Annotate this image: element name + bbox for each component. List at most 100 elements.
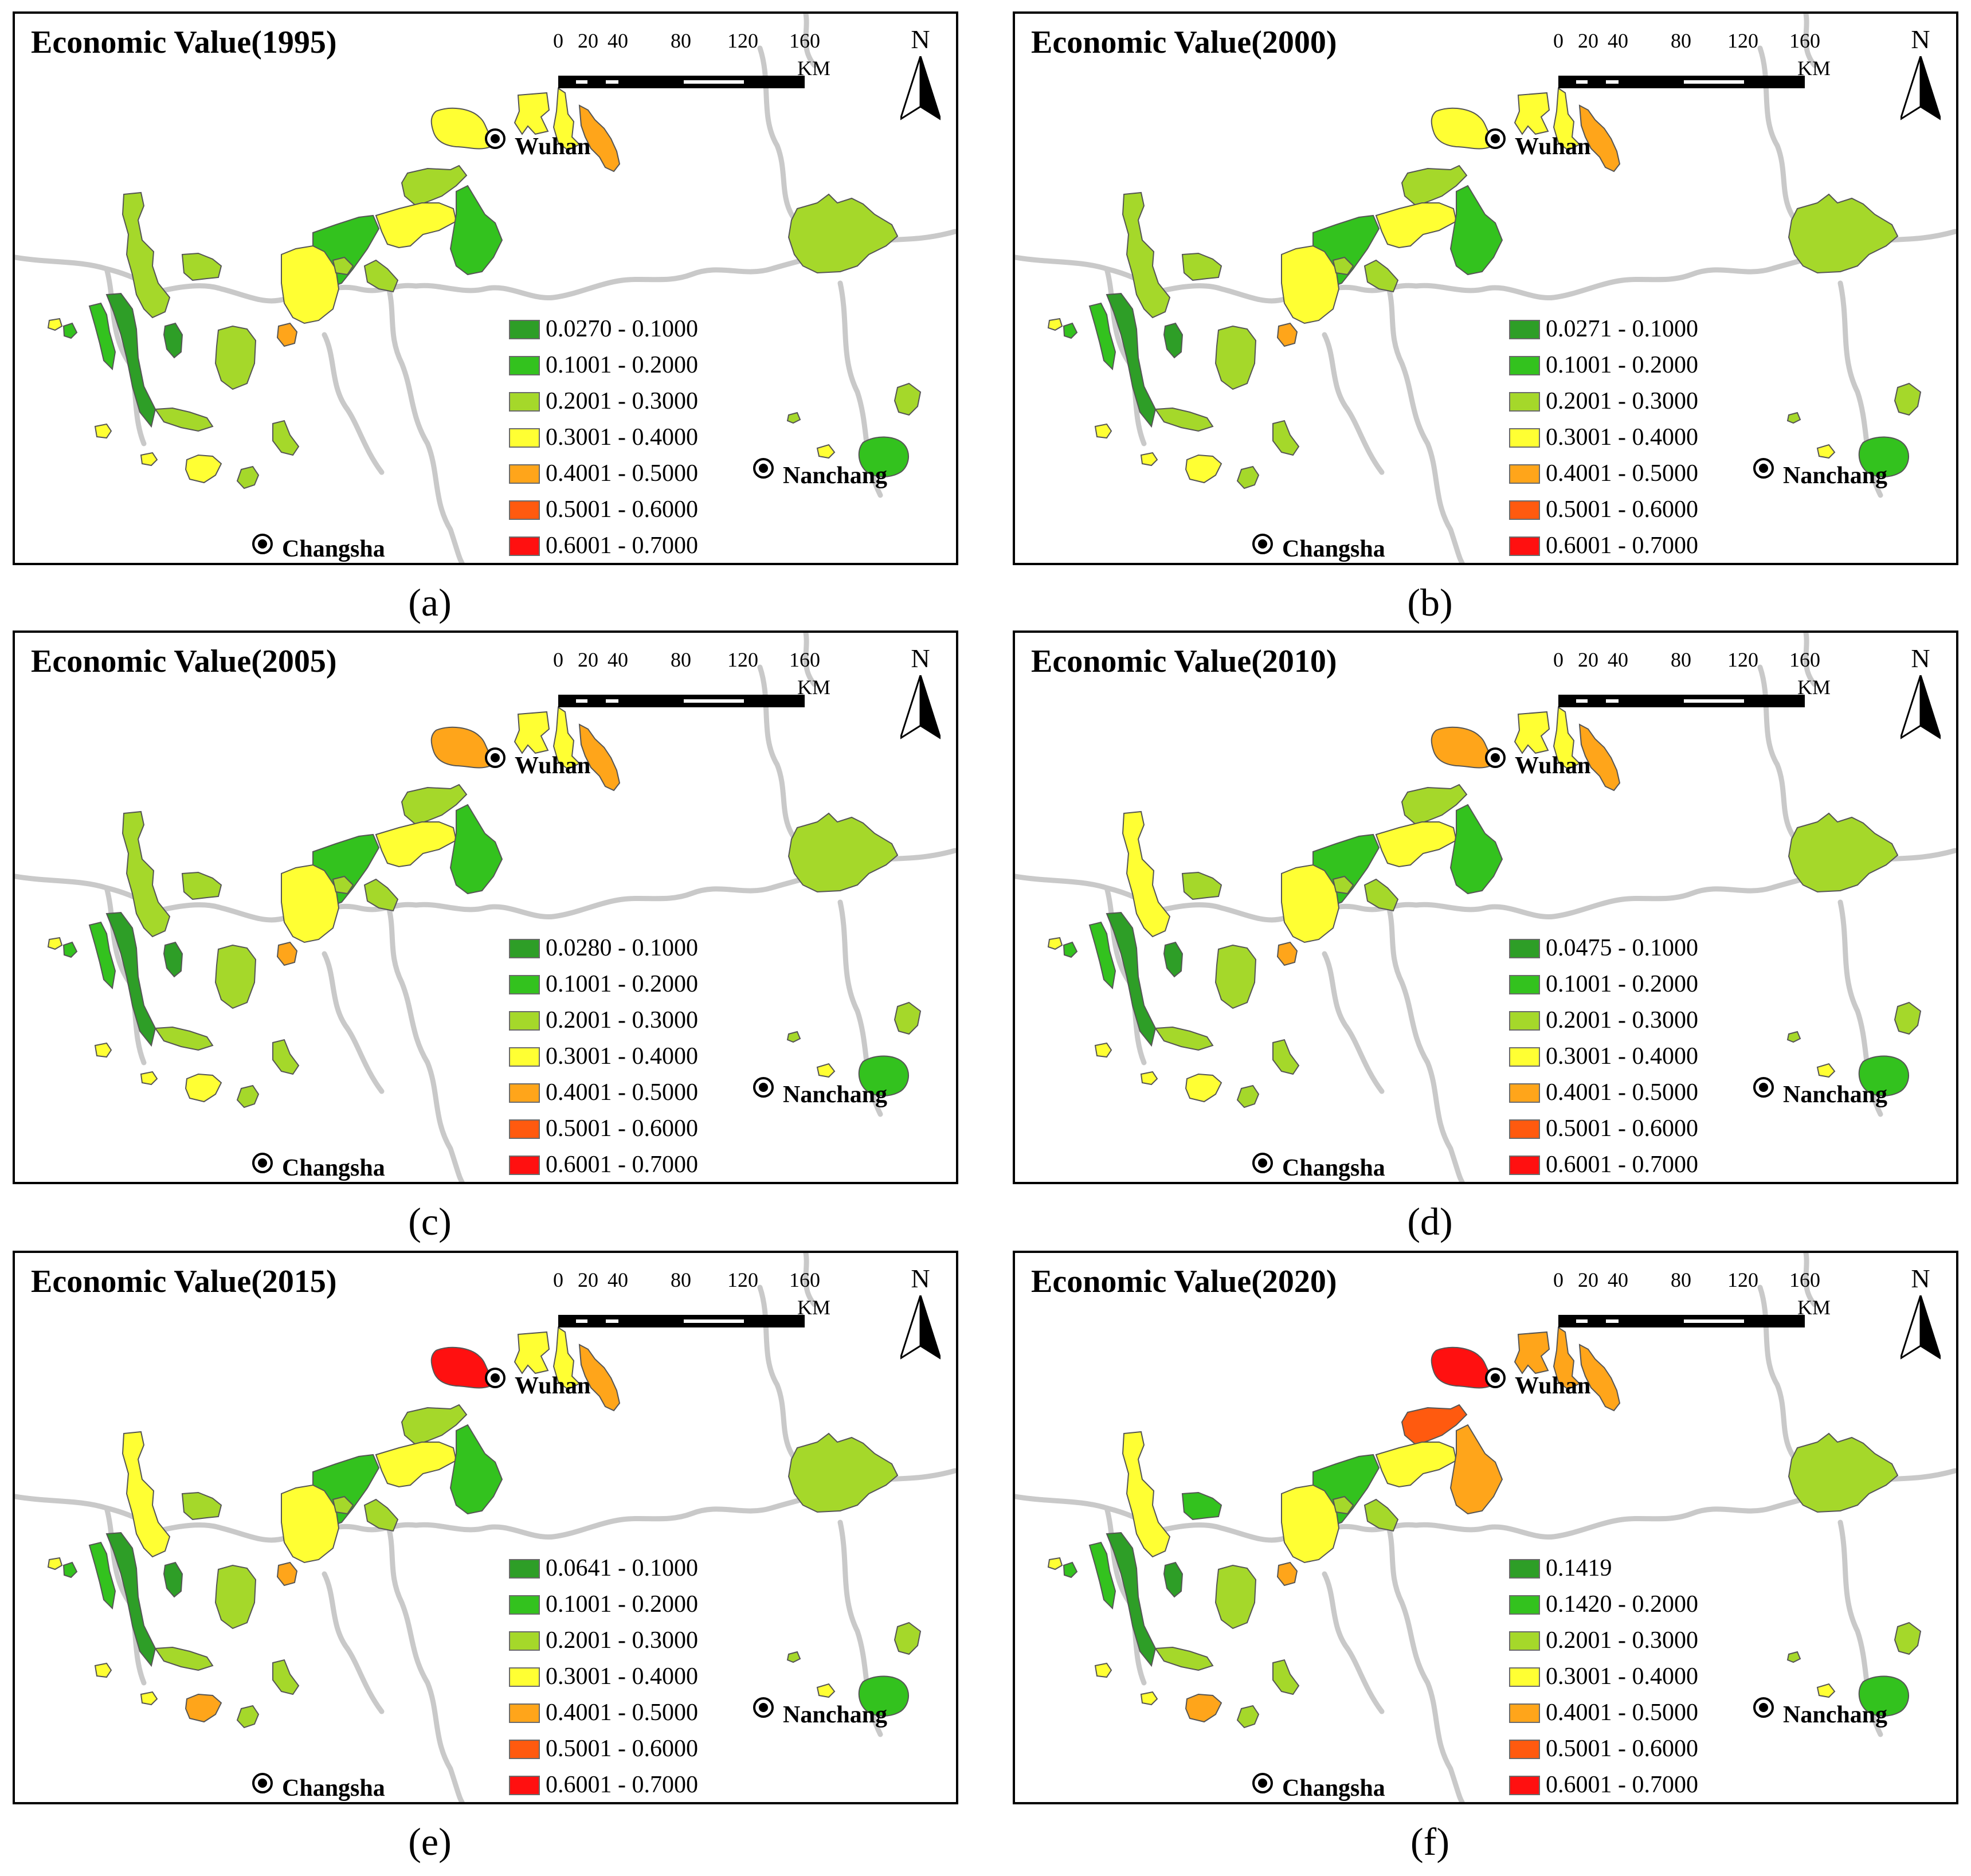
region-r3 bbox=[1047, 318, 1063, 331]
legend-label: 0.6001 - 0.7000 bbox=[546, 532, 698, 559]
boundary-line-1 bbox=[15, 874, 419, 923]
scale-label: 20 bbox=[578, 648, 598, 671]
region-s5 bbox=[1094, 423, 1112, 439]
region-l2 bbox=[181, 252, 222, 281]
scale-label: 120 bbox=[1727, 29, 1758, 52]
city-label-wuhan: Wuhan bbox=[515, 753, 591, 779]
scale-label: 80 bbox=[1671, 29, 1691, 52]
city-marker-icon bbox=[752, 457, 775, 480]
legend-label: 0.5001 - 0.6000 bbox=[1546, 1115, 1698, 1142]
scale-label: 0 bbox=[1553, 1268, 1564, 1291]
region-r3 bbox=[1047, 1557, 1063, 1570]
legend-label: 0.5001 - 0.6000 bbox=[1546, 1736, 1698, 1762]
region-c4 bbox=[449, 1424, 503, 1515]
region-c1 bbox=[1401, 1404, 1468, 1446]
scale-label: 20 bbox=[1578, 1268, 1598, 1291]
region-n3 bbox=[578, 723, 621, 792]
region-r5 bbox=[332, 256, 354, 276]
region-s7 bbox=[816, 1683, 836, 1698]
legend-label: 0.6001 - 0.7000 bbox=[1546, 1772, 1698, 1798]
scale-label: 20 bbox=[578, 1268, 598, 1291]
region-l3 bbox=[105, 292, 156, 428]
legend-label: 0.1001 - 0.2000 bbox=[546, 1591, 698, 1617]
region-s6 bbox=[140, 1691, 158, 1706]
scale-label: 40 bbox=[608, 648, 628, 671]
scale-label: 0 bbox=[553, 1268, 563, 1291]
region-c7 bbox=[1276, 1561, 1298, 1587]
city-label-wuhan: Wuhan bbox=[1515, 753, 1591, 779]
region-c6 bbox=[281, 245, 340, 324]
region-c7 bbox=[1276, 941, 1298, 966]
region-e2 bbox=[858, 1675, 910, 1717]
region-nw1 bbox=[1431, 1346, 1498, 1389]
map-panel-6: Economic Value(2020) 0 20 40 80 120 160 KM N 0.14… bbox=[1013, 1251, 1958, 1804]
panel-title: Economic Value(2010) bbox=[1031, 644, 1337, 679]
north-arrow: N bbox=[895, 1263, 946, 1378]
map-panel-2: Economic Value(2000) 0 20 40 80 120 160 KM N 0.02… bbox=[1013, 11, 1958, 565]
region-s5 bbox=[94, 1042, 112, 1058]
legend-swatch bbox=[1509, 500, 1540, 520]
region-c3 bbox=[1375, 202, 1457, 249]
legend-label: 0.4001 - 0.5000 bbox=[1546, 460, 1698, 487]
region-c4 bbox=[1449, 804, 1503, 895]
scale-label: 80 bbox=[671, 648, 691, 671]
region-s6 bbox=[1140, 1071, 1158, 1086]
legend-label: 0.5001 - 0.6000 bbox=[1546, 496, 1698, 523]
panel-caption: (c) bbox=[408, 1200, 452, 1243]
region-s1 bbox=[154, 407, 214, 432]
panel-title: Economic Value(1995) bbox=[31, 25, 337, 60]
region-n3 bbox=[578, 1344, 621, 1412]
city-marker-icon bbox=[1251, 532, 1274, 555]
legend-label: 0.3001 - 0.4000 bbox=[546, 424, 698, 451]
region-l2 bbox=[181, 1491, 222, 1521]
region-l2 bbox=[1181, 1491, 1222, 1521]
region-s4 bbox=[236, 1705, 260, 1729]
scale-label: 40 bbox=[608, 1268, 628, 1291]
boundary-line-4 bbox=[803, 633, 817, 687]
region-s4 bbox=[1236, 1705, 1260, 1729]
scale-segment bbox=[1684, 699, 1744, 703]
region-s7 bbox=[816, 1063, 836, 1078]
city-marker-icon bbox=[251, 532, 274, 555]
region-s7 bbox=[1816, 444, 1836, 459]
region-s7 bbox=[1816, 1683, 1836, 1698]
panel-caption: (f) bbox=[1410, 1820, 1449, 1863]
legend-swatch bbox=[1509, 356, 1540, 375]
region-s6 bbox=[1140, 1691, 1158, 1706]
scale-label: 120 bbox=[1727, 648, 1758, 671]
boundary-line-4 bbox=[803, 14, 817, 68]
city-label-nanchang: Nanchang bbox=[1783, 463, 1888, 489]
scale-label: 120 bbox=[727, 1268, 758, 1291]
region-c6 bbox=[281, 1484, 340, 1564]
boundary-line-5 bbox=[1385, 280, 1465, 563]
region-s3 bbox=[185, 454, 222, 484]
scale-label: 40 bbox=[608, 29, 628, 52]
region-e2 bbox=[1858, 436, 1910, 477]
north-arrow-icon bbox=[1901, 56, 1941, 120]
scale-segment bbox=[684, 80, 744, 84]
region-c4 bbox=[1449, 185, 1503, 276]
panel-caption: (b) bbox=[1407, 581, 1453, 624]
legend-swatch bbox=[1509, 1703, 1540, 1723]
region-c8 bbox=[1214, 1564, 1257, 1630]
scale-label: 120 bbox=[727, 648, 758, 671]
region-l2 bbox=[1181, 252, 1222, 281]
region-l5 bbox=[1163, 322, 1184, 359]
legend-swatch bbox=[509, 975, 540, 994]
scale-label: 0 bbox=[1553, 648, 1564, 671]
legend-label: 0.1001 - 0.2000 bbox=[1546, 352, 1698, 378]
map-canvas bbox=[15, 1253, 956, 1802]
region-l1 bbox=[1122, 810, 1171, 938]
region-n2 bbox=[1553, 706, 1581, 770]
boundary-line-6 bbox=[1322, 1571, 1385, 1714]
north-arrow-icon bbox=[1901, 1295, 1941, 1360]
legend-swatch bbox=[509, 500, 540, 520]
scale-bar: 0 20 40 80 120 160 KM bbox=[1542, 1268, 1840, 1331]
legend-label: 0.0475 - 0.1000 bbox=[1546, 935, 1698, 961]
legend-label: 0.4001 - 0.5000 bbox=[1546, 1079, 1698, 1106]
legend-label: 0.4001 - 0.5000 bbox=[1546, 1699, 1698, 1726]
scale-segment bbox=[1576, 80, 1588, 84]
region-c1 bbox=[401, 1404, 468, 1446]
legend-swatch bbox=[1509, 1631, 1540, 1651]
region-r5 bbox=[1332, 875, 1354, 895]
